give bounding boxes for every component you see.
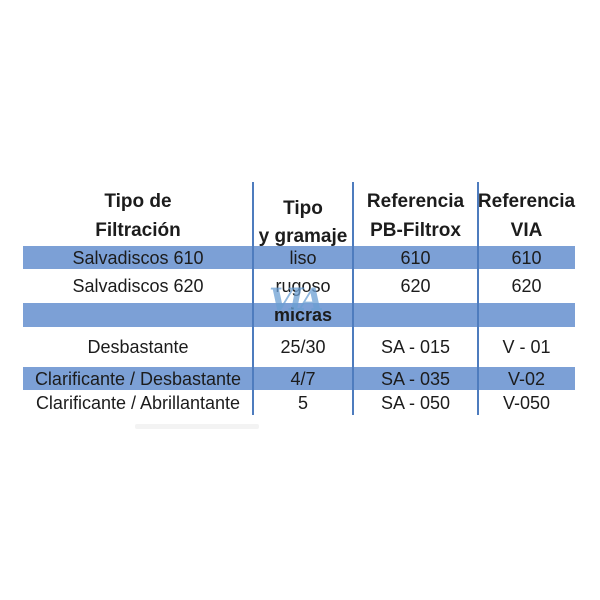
table-row-clarificante-abrillantante: Clarificante / Abrillantante 5 SA - 050 … <box>23 390 575 415</box>
table-cell: SA - 035 <box>380 368 451 389</box>
column-separator-2 <box>352 182 354 415</box>
table-cell: Desbastante <box>87 337 189 357</box>
table-cell: 610 <box>400 247 431 268</box>
table-cell: SA - 015 <box>380 337 451 357</box>
table-cell: SA - 050 <box>380 392 451 413</box>
table-row-micras: micras <box>23 303 575 327</box>
column-separator-3 <box>477 182 479 415</box>
table-cell <box>23 303 253 327</box>
table-row-salvadiscos-610: Salvadiscos 610 liso 610 610 <box>23 246 575 269</box>
table-cell: Salvadiscos 610 <box>72 247 204 268</box>
table-cell: 610 <box>511 247 542 268</box>
micras-label-cell: micras <box>273 305 333 325</box>
table-cell: liso <box>289 247 317 268</box>
table-row-salvadiscos-620: Salvadiscos 620 rugoso 620 620 <box>23 269 575 303</box>
header-tipo-y-gramaje: Tipo y gramaje <box>253 182 353 247</box>
via-watermark: VIA <box>269 282 324 318</box>
table-cell: V-050 <box>502 392 551 413</box>
column-separator-1 <box>252 182 254 415</box>
table-cell: 4/7 <box>290 368 316 389</box>
header-line: Referencia <box>477 191 576 212</box>
header-referencia-via: Referencia VIA <box>478 182 575 246</box>
table-cell <box>353 303 478 327</box>
header-line: PB-Filtrox <box>370 220 461 241</box>
table-cell: rugoso <box>275 276 331 296</box>
table-cell: Clarificante / Abrillantante <box>35 392 241 413</box>
table-row-desbastante: Desbastante 25/30 SA - 015 V - 01 <box>23 327 575 367</box>
header-line: Tipo de <box>104 191 172 212</box>
table-cell: V - 01 <box>502 337 551 357</box>
table-cell: Clarificante / Desbastante <box>34 368 242 389</box>
table-cell: 620 <box>400 276 431 296</box>
header-line: Tipo <box>283 198 323 219</box>
header-tipo-de-filtracion: Tipo de Filtración <box>23 182 253 246</box>
table-cell: 25/30 <box>280 337 326 357</box>
table-cell: 620 <box>511 276 542 296</box>
header-referencia-pb-filtrox: Referencia PB-Filtrox <box>353 182 478 246</box>
header-line: Referencia <box>366 191 465 212</box>
header-line: VIA <box>510 220 543 241</box>
table-cell: 5 <box>297 392 308 413</box>
table-header-row: Tipo de Filtración Tipo y gramaje Refere… <box>23 182 575 247</box>
header-line: y gramaje <box>258 226 348 247</box>
header-line: Filtración <box>95 220 181 241</box>
filtration-spec-table: VIA Tipo de Filtración Tipo y gramaje Re… <box>23 182 575 415</box>
table-cell: Salvadiscos 620 <box>72 276 204 296</box>
faint-smudge <box>135 424 259 429</box>
table-cell <box>478 303 575 327</box>
table-cell: V-02 <box>507 368 546 389</box>
table-row-clarificante-desbastante: Clarificante / Desbastante 4/7 SA - 035 … <box>23 367 575 390</box>
